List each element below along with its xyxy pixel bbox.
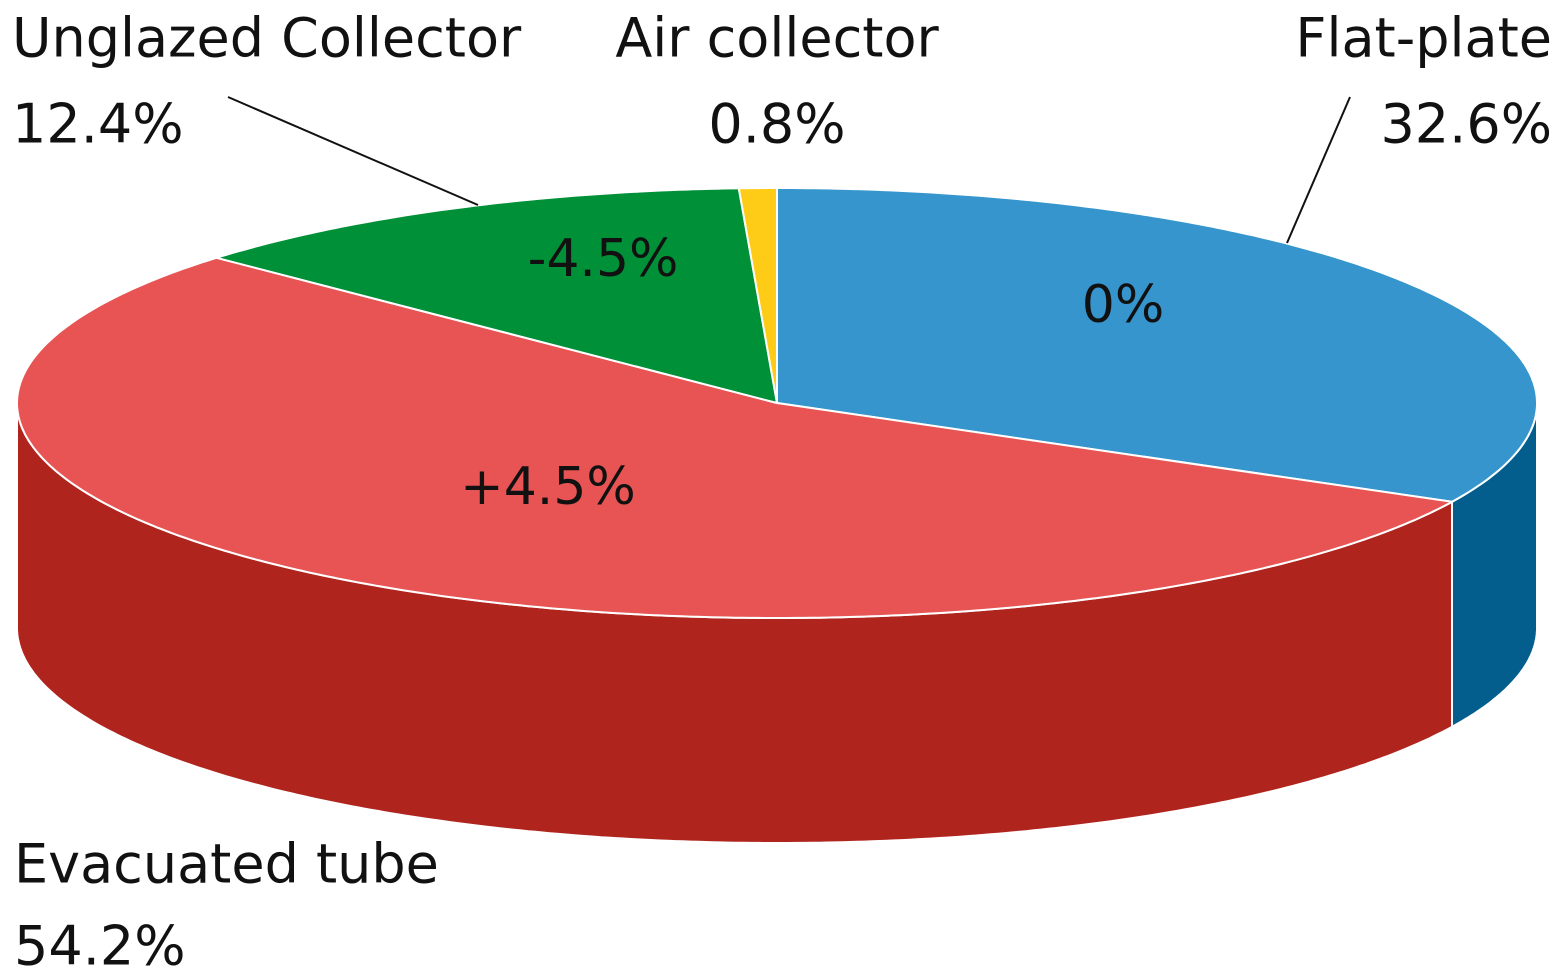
category-label: Unglazed Collector <box>12 7 522 70</box>
category-label: Evacuated tube <box>14 833 439 896</box>
pie-slice <box>776 187 1538 503</box>
change-label: 0% <box>1082 275 1165 335</box>
pie-sides <box>16 403 1538 844</box>
leader-line <box>227 96 479 206</box>
value-label: 0.8% <box>708 93 845 156</box>
change-label: +4.5% <box>460 457 636 517</box>
labels: Flat-plate 32.6% 0% Evacuated tube 54.2% +4.5… <box>12 7 1552 978</box>
pie-slice <box>737 187 778 404</box>
category-label: Flat-plate <box>1295 7 1552 70</box>
pie-slice <box>16 256 1456 619</box>
category-label: Air collector <box>615 7 939 70</box>
pie-slice <box>212 187 779 405</box>
pie-tops <box>16 187 1538 619</box>
value-label: 54.2% <box>14 915 186 978</box>
change-label: -4.5% <box>528 229 679 289</box>
value-label: 12.4% <box>12 93 184 156</box>
value-label: 32.6% <box>1380 93 1552 156</box>
leader-line <box>1286 96 1351 244</box>
